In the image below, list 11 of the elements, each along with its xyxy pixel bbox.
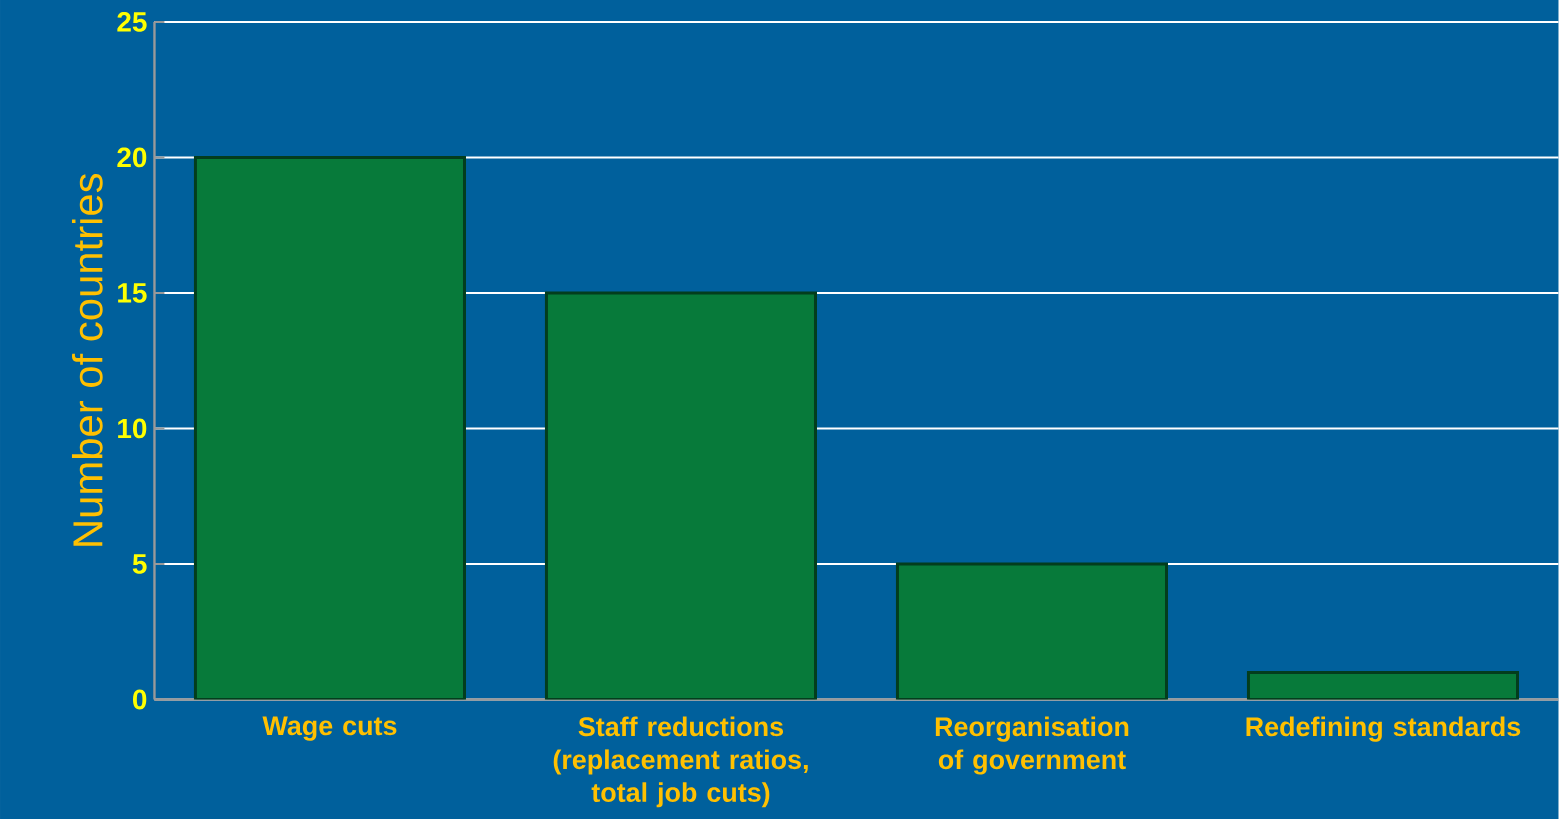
y-tick-label: 25 xyxy=(117,11,147,32)
y-tick-label: 15 xyxy=(118,283,147,303)
x-tick-label: Staff reductions (replacement ratios, total job cuts) xyxy=(553,716,808,808)
y-axis-title: Number of countries xyxy=(71,173,103,546)
x-tick-label: Wage cuts xyxy=(262,716,397,741)
y-tick-label: 5 xyxy=(132,554,147,574)
y-tick-label: 0 xyxy=(133,689,147,710)
x-tick-label: Reorganisation of government xyxy=(935,716,1129,775)
y-tick-label: 10 xyxy=(118,418,147,439)
x-tick-label: Redefining standards xyxy=(1246,716,1521,742)
y-tick-label: 20 xyxy=(117,147,147,168)
